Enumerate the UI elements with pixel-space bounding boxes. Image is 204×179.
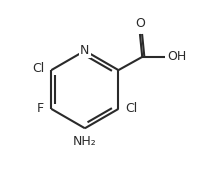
Text: NH₂: NH₂ <box>73 135 96 148</box>
Text: F: F <box>37 102 44 115</box>
Text: OH: OH <box>166 50 185 63</box>
Text: Cl: Cl <box>32 62 44 75</box>
Text: O: O <box>134 17 144 30</box>
Text: Cl: Cl <box>125 102 137 115</box>
Text: N: N <box>80 44 89 57</box>
